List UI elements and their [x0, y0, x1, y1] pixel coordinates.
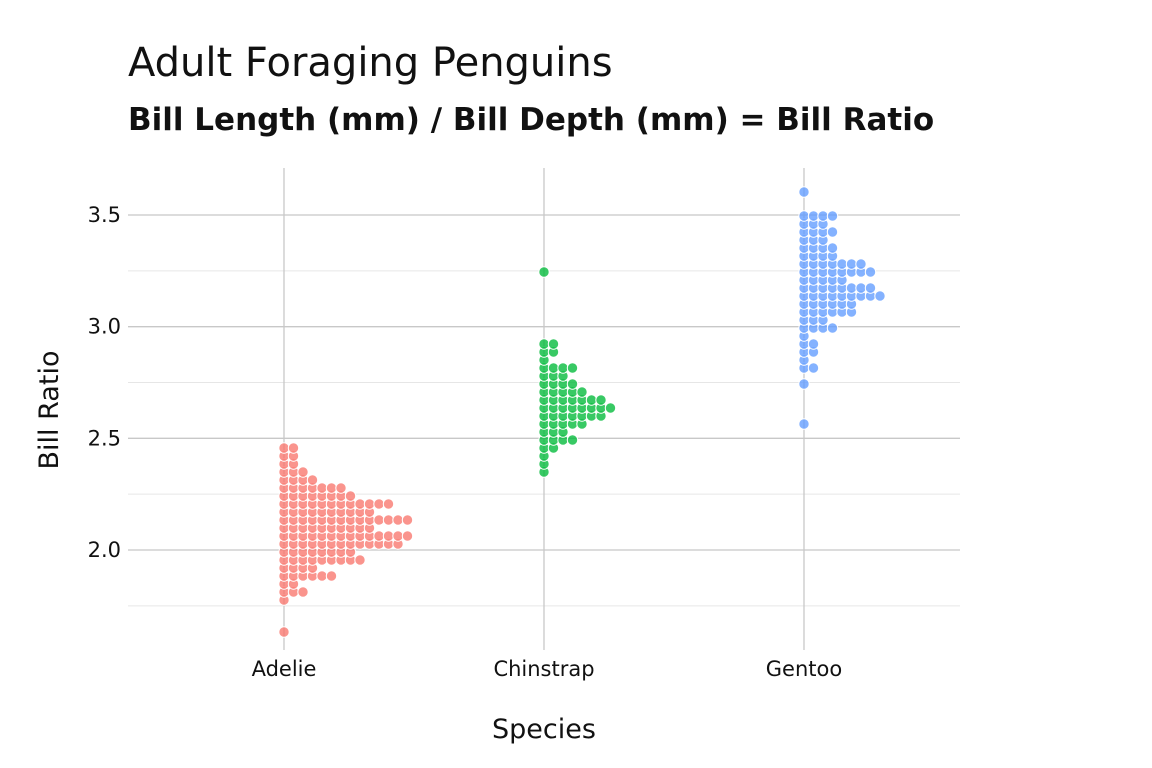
data-point-chinstrap [566, 378, 579, 390]
data-point-adelie [335, 482, 347, 494]
data-point-gentoo [817, 210, 829, 222]
data-point-gentoo [864, 282, 877, 294]
y-tick-label: 2.5 [88, 426, 121, 450]
data-point-adelie [287, 442, 300, 454]
chart-title: Adult Foraging Penguins [128, 40, 613, 86]
data-point-adelie [401, 514, 414, 526]
data-point-gentoo [798, 186, 810, 198]
data-point-gentoo [826, 242, 839, 254]
data-point-chinstrap [585, 394, 598, 406]
data-point-adelie [306, 474, 319, 486]
data-point-chinstrap [576, 386, 588, 398]
data-point-gentoo [836, 258, 848, 270]
y-tick-label: 2.0 [88, 538, 121, 562]
data-point-adelie [278, 626, 290, 638]
data-point-gentoo [807, 210, 820, 222]
x-tick-label: Adelie [252, 657, 317, 681]
data-point-adelie [373, 498, 385, 510]
data-point-gentoo [864, 266, 877, 278]
data-point-adelie [382, 514, 395, 526]
data-point-gentoo [855, 258, 867, 270]
data-point-gentoo [798, 378, 810, 390]
data-point-gentoo [845, 258, 858, 270]
data-point-chinstrap [566, 434, 579, 446]
data-point-adelie [354, 554, 366, 566]
data-point-chinstrap [547, 362, 560, 374]
data-point-adelie [363, 498, 376, 510]
x-tick-label: Gentoo [766, 657, 842, 681]
data-point-gentoo [798, 418, 810, 430]
data-point-adelie [382, 498, 395, 510]
data-point-adelie [325, 570, 338, 582]
data-point-adelie [401, 530, 414, 542]
axis-ticks: 2.0 2.5 3.0 3.5 Adelie Chinstrap Gentoo [88, 203, 843, 681]
data-point-chinstrap [604, 402, 617, 414]
data-point-adelie [392, 514, 404, 526]
data-point-adelie [278, 442, 290, 454]
data-point-chinstrap [595, 394, 607, 406]
data-point-gentoo [855, 282, 867, 294]
data-point-adelie [382, 530, 395, 542]
data-point-adelie [325, 482, 338, 494]
x-tick-label: Chinstrap [493, 657, 594, 681]
data-point-gentoo [807, 338, 820, 350]
y-tick-label: 3.5 [88, 203, 121, 227]
data-point-adelie [344, 490, 357, 502]
data-point-gentoo [826, 210, 839, 222]
y-tick-label: 3.0 [88, 315, 121, 339]
data-point-gentoo [826, 322, 839, 334]
data-point-gentoo [845, 282, 858, 294]
data-points [278, 186, 886, 638]
chart-subtitle: Bill Length (mm) / Bill Depth (mm) = Bil… [128, 102, 935, 138]
data-point-adelie [297, 586, 309, 598]
data-point-chinstrap [538, 266, 550, 278]
data-point-gentoo [798, 210, 810, 222]
data-point-adelie [373, 514, 385, 526]
data-point-gentoo [807, 362, 820, 374]
data-point-chinstrap [547, 338, 560, 350]
data-point-adelie [297, 466, 309, 478]
data-point-adelie [392, 530, 404, 542]
data-point-chinstrap [566, 362, 579, 374]
x-axis-title: Species [492, 714, 596, 745]
data-point-adelie [354, 498, 366, 510]
data-point-chinstrap [557, 362, 569, 374]
data-point-gentoo [826, 226, 839, 238]
y-axis-title: Bill Ratio [34, 351, 65, 470]
data-point-gentoo [874, 290, 886, 302]
data-point-adelie [316, 570, 328, 582]
data-point-adelie [373, 530, 385, 542]
data-point-adelie [316, 482, 328, 494]
data-point-chinstrap [538, 338, 550, 350]
